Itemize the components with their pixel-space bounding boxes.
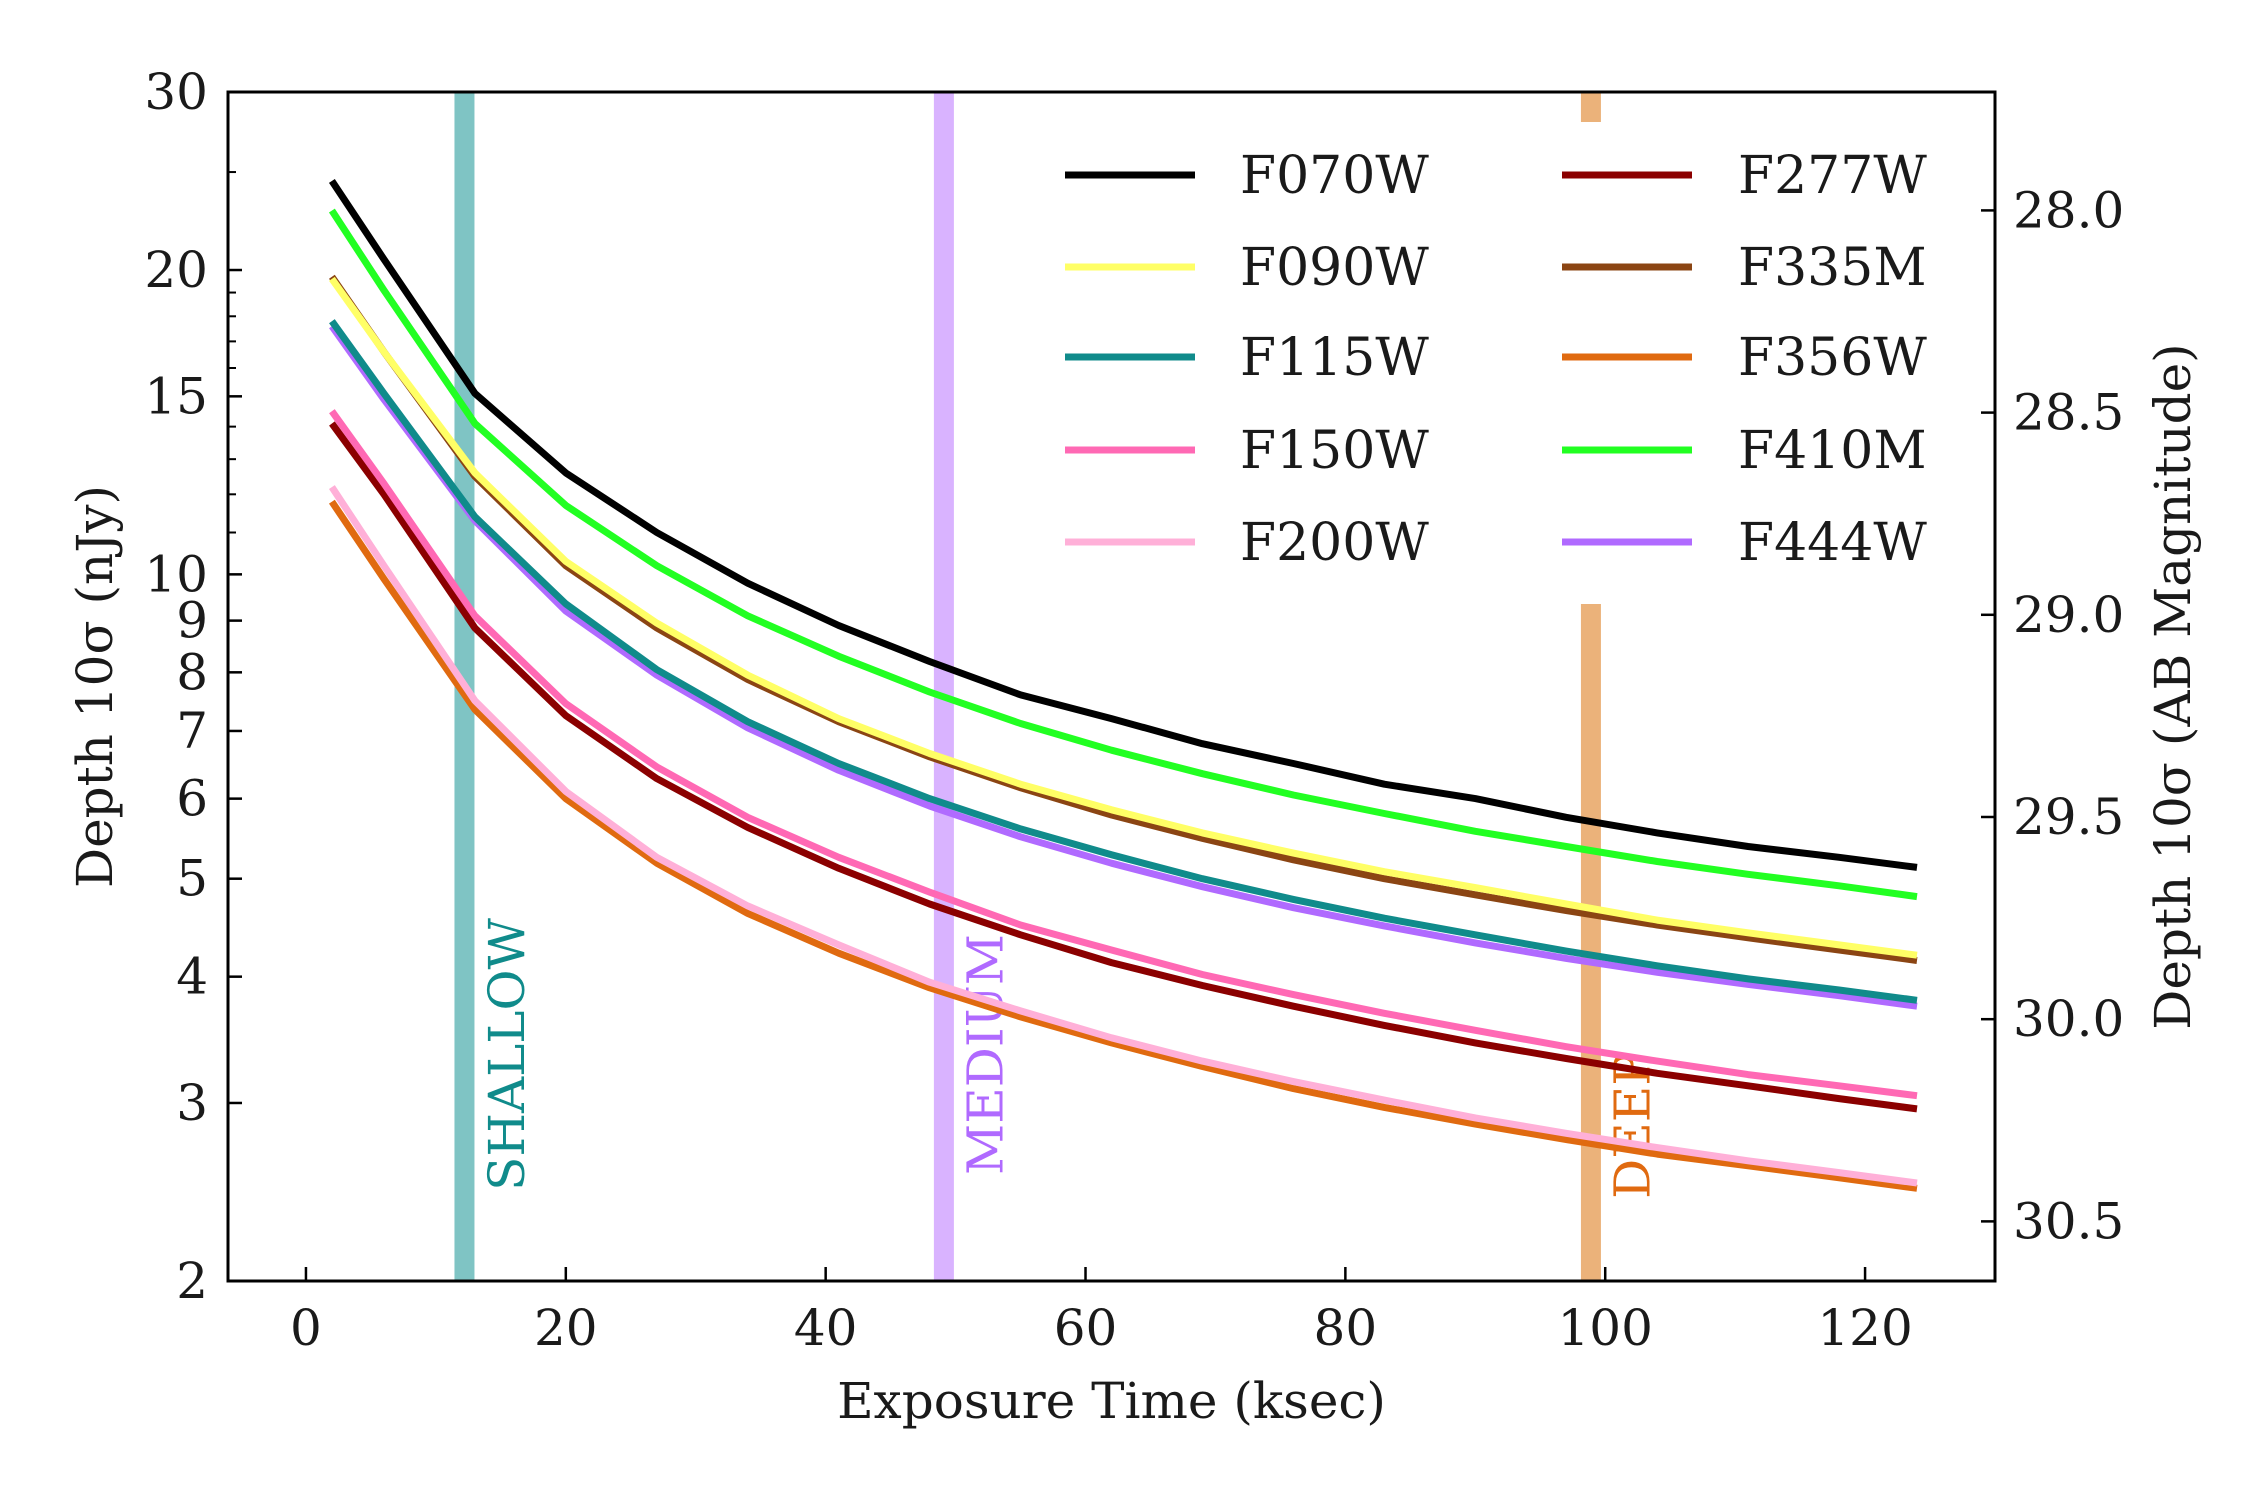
x-tick-label: 80	[1314, 1299, 1378, 1357]
legend-label-f200w: F200W	[1240, 513, 1429, 573]
y-axis-label: Depth 10σ (nJy)	[66, 485, 124, 888]
y-tick-label: 4	[176, 948, 208, 1006]
legend-label-f150w: F150W	[1240, 421, 1429, 481]
y-tick-label: 3	[176, 1074, 208, 1132]
y-tick-label: 7	[176, 702, 208, 760]
y-tick-label: 6	[176, 770, 208, 828]
y-tick-label: 10	[144, 545, 208, 603]
y2-tick-label: 30.5	[2013, 1192, 2124, 1250]
y-tick-label: 2	[176, 1252, 208, 1310]
series-line-f356w	[328, 499, 1918, 1192]
legend-label-f335m: F335M	[1738, 238, 1927, 298]
y2-tick-label: 28.5	[2013, 384, 2124, 442]
band-label-shallow: SHALLOW	[478, 918, 536, 1191]
legend-label-f090w: F090W	[1240, 238, 1429, 298]
y-tick-label: 5	[176, 850, 208, 908]
y2-tick-label: 28.0	[2013, 181, 2124, 239]
y-tick-label: 20	[144, 241, 208, 299]
series-line-f090w	[329, 276, 1918, 959]
legend: F070W F090W F115W F150W F200W F277W F335M F356W…	[1065, 146, 1927, 573]
legend-label-f356w: F356W	[1738, 328, 1927, 388]
survey-bands: SHALLOW MEDIUM DEEP	[454, 92, 1661, 1281]
x-tick-label: 60	[1054, 1299, 1118, 1357]
band-label-medium: MEDIUM	[956, 934, 1014, 1175]
x-axis-label: Exposure Time (ksec)	[837, 1372, 1386, 1430]
y-tick-label: 9	[176, 592, 208, 650]
legend-label-f277w: F277W	[1738, 146, 1927, 206]
series-line-f444w	[329, 324, 1918, 1010]
series-lines	[328, 178, 1918, 1192]
y2-tick-label: 29.5	[2013, 788, 2124, 846]
y2-axis-label: Depth 10σ (AB Magnitude)	[2144, 343, 2202, 1029]
series-line-f277w	[329, 421, 1918, 1113]
y2-tick-label: 30.0	[2013, 990, 2124, 1048]
series-line-f115w	[329, 319, 1918, 1004]
axis-labels: Exposure Time (ksec) Depth 10σ (nJy) Depth…	[66, 343, 2202, 1430]
series-line-f335m	[329, 274, 1918, 964]
band-medium	[933, 92, 954, 1281]
legend-label-f115w: F115W	[1240, 328, 1429, 388]
plot-frame	[226, 90, 1997, 1283]
band-deep	[1580, 604, 1601, 1281]
x-tick-label: 120	[1817, 1299, 1912, 1357]
series-line-f200w	[328, 485, 1918, 1187]
y-tick-label: 8	[176, 643, 208, 701]
series-line-f070w	[328, 178, 1918, 871]
series-line-f410m	[328, 208, 1918, 901]
y2-tick-label: 29.0	[2013, 586, 2124, 644]
x-tick-label: 40	[794, 1299, 858, 1357]
series-line-f150w	[329, 409, 1918, 1100]
y-tick-label: 30	[144, 63, 208, 121]
legend-label-f444w: F444W	[1738, 513, 1927, 573]
band-deep-top	[1580, 92, 1601, 122]
axes-frame	[226, 90, 1997, 1283]
y-tick-label: 15	[144, 367, 208, 425]
x-tick-label: 100	[1558, 1299, 1653, 1357]
legend-label-f410m: F410M	[1738, 421, 1927, 481]
x-tick-label: 20	[534, 1299, 598, 1357]
x-tick-label: 0	[290, 1299, 322, 1357]
legend-label-f070w: F070W	[1240, 146, 1429, 206]
band-label-deep: DEEP	[1603, 1052, 1661, 1199]
